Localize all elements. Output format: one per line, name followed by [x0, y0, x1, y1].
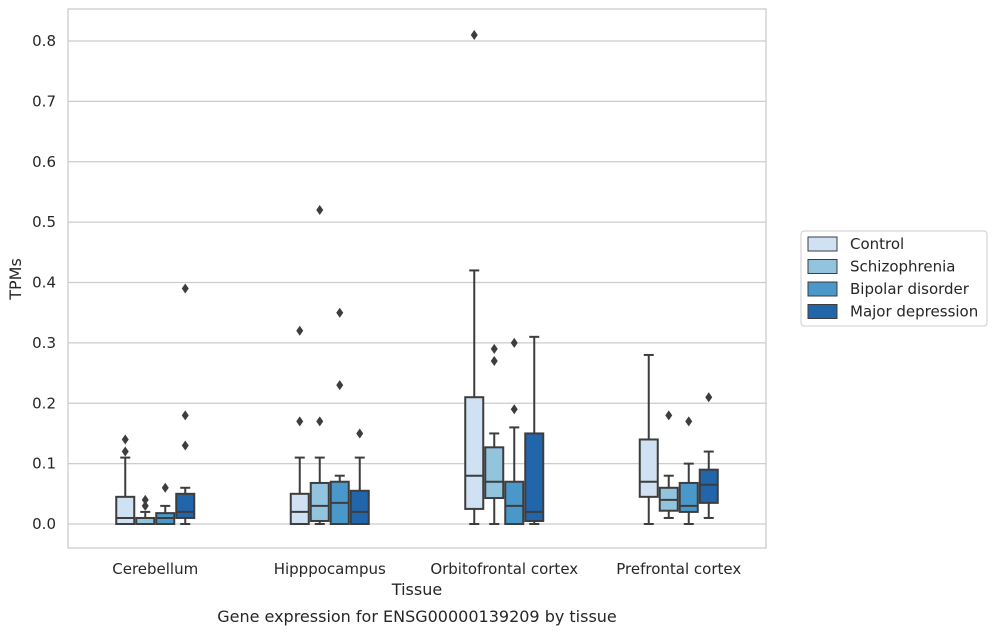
- box-iqr: [698, 468, 719, 504]
- legend-swatch: [807, 259, 838, 274]
- outlier-point: [141, 494, 149, 505]
- box-schizophrenia: [658, 410, 679, 519]
- x-tick-label: Orbitofrontal cortex: [430, 560, 578, 578]
- legend-label: Bipolar disorder: [850, 280, 970, 298]
- box-iqr: [289, 492, 310, 525]
- outlier-point: [296, 325, 304, 336]
- box-schizophrenia: [135, 494, 156, 526]
- y-tick-label: 0.5: [32, 213, 56, 231]
- x-tick-label: Prefrontal cortex: [616, 560, 741, 578]
- outlier-point: [665, 410, 673, 421]
- box-iqr: [638, 438, 659, 498]
- box-control: [464, 29, 485, 525]
- box-bipolar-disorder: [504, 337, 525, 525]
- boxes: [115, 29, 719, 526]
- outlier-point: [470, 29, 478, 40]
- box-control: [638, 353, 659, 525]
- box-iqr: [484, 446, 505, 500]
- box-major-depression: [175, 283, 196, 525]
- box-bipolar-disorder: [155, 482, 176, 526]
- box-iqr: [309, 481, 330, 522]
- outlier-point: [705, 392, 713, 403]
- x-tick-labels: Cerebellum Hipppocampus Orbitofrontal cort…: [112, 560, 741, 578]
- box-major-depression: [349, 428, 370, 526]
- box-iqr: [115, 495, 136, 525]
- outlier-point: [181, 410, 189, 421]
- x-tick-label: Hipppocampus: [274, 560, 386, 578]
- box-major-depression: [698, 392, 719, 519]
- outlier-point: [316, 205, 324, 216]
- box-schizophrenia: [309, 205, 330, 525]
- outlier-point: [685, 416, 693, 427]
- outlier-point: [336, 380, 344, 391]
- y-tick-label: 0.4: [32, 274, 56, 292]
- box-iqr: [678, 481, 699, 513]
- y-tick-label: 0.1: [32, 455, 56, 473]
- plot-frame: [67, 8, 767, 549]
- box-control: [115, 434, 136, 525]
- legend-swatch: [807, 281, 838, 297]
- y-axis-title: TPMs: [6, 258, 25, 301]
- legend-label: Schizophrenia: [850, 258, 955, 276]
- outlier-point: [510, 404, 518, 415]
- legend-label: Major depression: [850, 303, 978, 321]
- outlier-point: [356, 428, 364, 439]
- outlier-point: [296, 416, 304, 427]
- y-tick-label: 0.2: [32, 394, 56, 412]
- y-tick-label: 0.7: [32, 92, 56, 110]
- outlier-point: [510, 337, 518, 348]
- x-axis-title: Tissue: [391, 580, 442, 599]
- box-major-depression: [524, 335, 545, 525]
- outlier-point: [181, 283, 189, 294]
- outlier-point: [336, 307, 344, 318]
- y-tick-label: 0.3: [32, 334, 56, 352]
- box-schizophrenia: [484, 343, 505, 525]
- box-control: [289, 325, 310, 525]
- box-iqr: [504, 480, 525, 525]
- legend: Control Schizophrenia Bipolar disorder Majo…: [800, 230, 988, 327]
- y-tick-label: 0.8: [32, 32, 56, 50]
- legend-swatch: [807, 304, 838, 319]
- legend-label: Control: [850, 235, 904, 253]
- box-iqr: [524, 432, 545, 522]
- y-tick-labels: 0.0 0.1 0.2 0.3 0.4 0.5 0.6 0.7 0.8: [32, 32, 56, 533]
- box-iqr: [349, 489, 370, 526]
- y-tick-label: 0.0: [32, 515, 56, 533]
- box-iqr: [175, 492, 196, 519]
- box-bipolar-disorder: [678, 416, 699, 525]
- outlier-point: [316, 416, 324, 427]
- legend-swatch: [807, 236, 838, 252]
- box-iqr: [464, 396, 485, 510]
- outlier-point: [181, 440, 189, 451]
- box-bipolar-disorder: [329, 307, 350, 525]
- y-tick-label: 0.6: [32, 153, 56, 171]
- outlier-point: [141, 500, 149, 511]
- legend-entries: Control Schizophrenia Bipolar disorder Majo…: [807, 235, 978, 321]
- outlier-point: [121, 446, 129, 457]
- gridlines: [68, 40, 766, 525]
- outlier-point: [121, 434, 129, 445]
- outlier-point: [161, 482, 169, 493]
- chart-caption: Gene expression for ENSG00000139209 by t…: [217, 607, 617, 626]
- legend-frame: [800, 230, 988, 327]
- x-tick-label: Cerebellum: [112, 560, 198, 578]
- outlier-point: [490, 355, 498, 366]
- outlier-point: [490, 343, 498, 354]
